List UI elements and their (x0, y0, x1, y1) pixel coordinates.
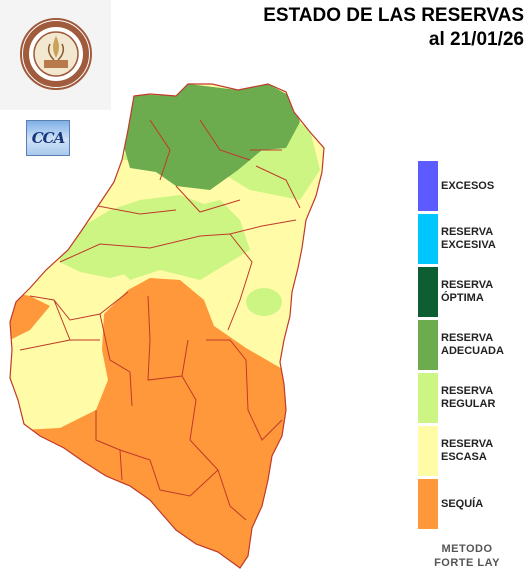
entre-rios-reserves-map (9, 83, 325, 569)
bolsa-cereales-seal-icon: 1978 (20, 18, 92, 90)
legend-swatch-reserva-optima (418, 267, 438, 317)
legend-item-reserva-excesiva: RESERVA EXCESIVA (418, 214, 520, 264)
legend-label-reserva-adecuada: RESERVA ADECUADA (441, 332, 504, 357)
legend: EXCESOS RESERVA EXCESIVA RESERVA ÓPTIMA … (418, 161, 520, 532)
legend-label-sequia: SEQUÍA (441, 497, 484, 510)
zone-reserva-regular-south (60, 195, 240, 278)
legend-label-reserva-excesiva: RESERVA EXCESIVA (441, 226, 496, 251)
legend-swatch-sequia (418, 479, 438, 529)
cca-badge: CCA (26, 120, 70, 156)
logo-panel: 1978 (0, 0, 111, 110)
cca-badge-label: CCA (31, 129, 66, 147)
seal-year: 1978 (49, 82, 63, 88)
method-label: METODO FORTE LAY (434, 543, 500, 569)
legend-item-excesos: EXCESOS (418, 161, 520, 211)
legend-item-sequia: SEQUÍA (418, 479, 520, 529)
province-outline (9, 83, 325, 569)
legend-swatch-reserva-regular (418, 373, 438, 423)
legend-label-reserva-escasa: RESERVA ESCASA (441, 438, 494, 463)
zone-reserva-regular-east (246, 288, 282, 316)
legend-item-reserva-escasa: RESERVA ESCASA (418, 426, 520, 476)
legend-swatch-excesos (418, 161, 438, 211)
legend-item-reserva-regular: RESERVA REGULAR (418, 373, 520, 423)
title-line-2: al 21/01/26 (428, 29, 524, 50)
legend-item-reserva-adecuada: RESERVA ADECUADA (418, 320, 520, 370)
department-border-lines (19, 119, 301, 521)
title-line-1: ESTADO DE LAS RESERVAS (263, 5, 524, 26)
legend-swatch-reserva-escasa (418, 426, 438, 476)
legend-swatch-reserva-adecuada (418, 320, 438, 370)
zone-sequia-south (20, 278, 292, 568)
map-title: ESTADO DE LAS RESERVAS al 21/01/26 (263, 4, 524, 52)
department-borders (19, 119, 301, 521)
legend-label-reserva-regular: RESERVA REGULAR (441, 385, 496, 410)
legend-label-reserva-optima: RESERVA ÓPTIMA (441, 279, 494, 304)
legend-item-reserva-optima: RESERVA ÓPTIMA (418, 267, 520, 317)
legend-swatch-reserva-excesiva (418, 214, 438, 264)
legend-label-excesos: EXCESOS (441, 179, 495, 192)
